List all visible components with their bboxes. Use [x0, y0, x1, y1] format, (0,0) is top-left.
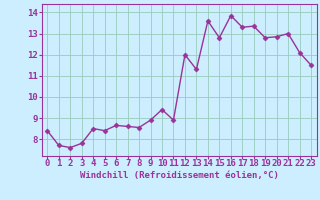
X-axis label: Windchill (Refroidissement éolien,°C): Windchill (Refroidissement éolien,°C): [80, 171, 279, 180]
